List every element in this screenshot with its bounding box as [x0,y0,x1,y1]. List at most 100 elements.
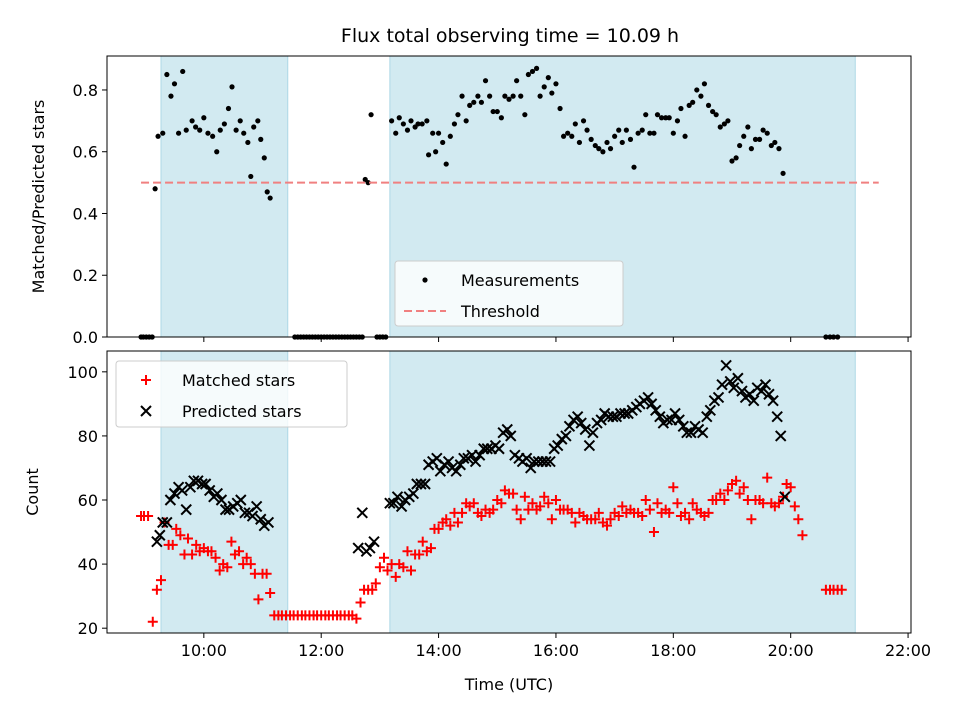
predicted-star-point [560,430,572,442]
predicted-star-point [701,410,713,423]
measurement-point [459,93,465,99]
matched-star-point [672,498,683,509]
predicted-star-point [203,484,216,497]
matched-star-point [378,552,389,563]
predicted-star-point [176,484,188,497]
matched-star-point [175,530,186,541]
measurement-point [678,105,684,112]
measurement-point [596,146,602,152]
legend-box [115,360,348,428]
measurement-point [267,195,273,201]
measurement-point [690,99,696,105]
matched-star-point [222,562,233,573]
matched-star-point [797,530,808,541]
predicted-star-point [154,529,166,541]
matched-star-point [793,514,804,525]
matched-star-point [405,565,416,576]
predicted-star-point [250,500,263,513]
measurement-point [152,186,158,192]
matched-star-point [543,498,554,509]
measurement-point [717,124,723,130]
measurement-point [780,170,786,176]
measurement-point [741,133,747,139]
measurement-point [245,139,251,146]
matched-star-point [550,495,561,506]
predicted-star-point [724,375,736,388]
predicted-star-point [157,516,169,529]
matched-star-point [210,552,221,563]
measurement-point [745,124,751,130]
measurement-point [658,115,665,121]
matched-star-point [390,571,401,582]
predicted-star-point [168,487,181,500]
matched-star-point [785,482,796,493]
predicted-star-point [673,414,685,426]
y-tick-label: 60 [78,491,98,510]
measurement-point [487,93,493,99]
predicted-star-point [571,410,584,423]
measurement-point [686,102,692,109]
matched-star-point [535,501,546,512]
matched-star-point [738,482,749,493]
predicted-star-point [696,427,709,439]
predicted-star-point [712,391,725,404]
measurement-point [612,133,618,139]
predicted-star-point [650,404,662,416]
measurement-point [635,130,641,136]
plot-frame [106,55,912,338]
measurement-point [682,133,688,139]
predicted-star-point [771,410,783,423]
measurement-point [241,130,247,136]
measurement-point [572,121,578,127]
predicted-star-point [215,494,228,506]
measurement-point [404,127,411,133]
predicted-star-point [642,391,654,404]
measurement-point [588,136,594,142]
matched-star-point [722,485,733,496]
measurement-point [435,130,442,136]
matched-star-point [719,495,730,506]
matched-star-point [445,520,456,531]
measurement-point [155,133,161,139]
predicted-star-point [219,503,232,516]
matched-star-point [351,613,362,624]
matched-star-point [593,507,604,518]
x-tick-label: 18:00 [650,641,696,660]
measurement-point [463,118,469,124]
measurement-point [175,130,182,136]
measurement-point [651,130,657,136]
measurement-point [221,121,227,127]
measurement-point [171,81,178,87]
y-tick-label: 20 [78,619,98,638]
matched-star-point [214,565,225,576]
bottom-panel: 10:00 12:00 14:00 16:00 18:00 20:00 22:00 20 40 6… [23,350,931,694]
measurement-point [537,93,543,99]
measurement-point [674,118,681,124]
plot-frame [106,350,912,634]
measurement-point [576,139,583,146]
measurement-point [440,139,446,146]
x-tick-label: 22:00 [885,641,931,660]
matched-star-point [836,584,847,595]
predicted-star-point [505,430,517,442]
matched-star-point [402,546,413,557]
measurement-point [164,71,170,78]
matched-star-point [374,562,385,573]
predicted-star-point [716,378,728,391]
measurement-point [580,118,587,124]
measurement-point [396,115,402,121]
measurement-point [565,130,571,136]
predicted-star-point [607,410,619,423]
predicted-star-point [458,452,470,465]
predicted-star-point [540,455,552,468]
matched-star-point [476,511,487,522]
measurement-point [261,155,267,161]
predicted-star-point [407,487,420,500]
y-tick-label: 0.6 [73,143,98,162]
matched-star-point [151,584,162,595]
matched-star-point [488,504,499,515]
chart-title: Flux total observing time = 10.09 h [341,25,679,47]
predicted-star-point [255,513,267,525]
matched-star-point [648,527,659,538]
measurement-point [494,108,500,115]
